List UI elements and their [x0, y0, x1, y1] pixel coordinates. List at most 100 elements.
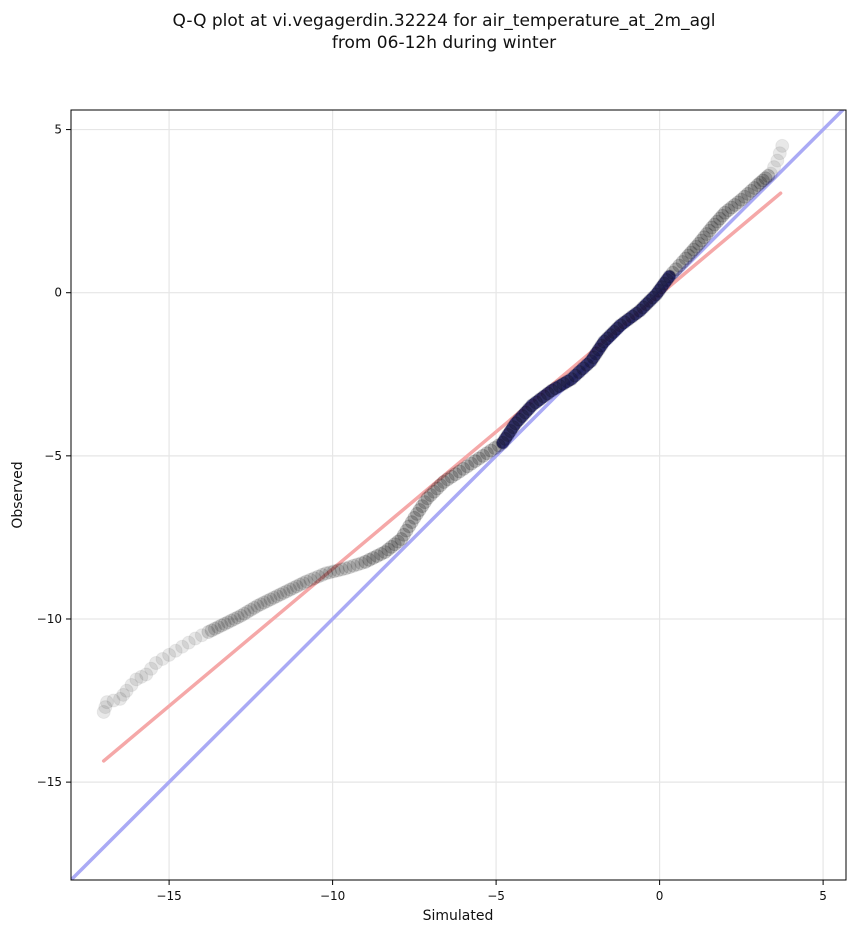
quantile-point — [532, 392, 547, 407]
quantile-point — [697, 230, 712, 245]
quantile-point — [194, 628, 209, 643]
quantile-point — [684, 245, 698, 260]
quantile-point — [214, 618, 229, 633]
quantile-point — [767, 160, 782, 175]
quantile-point — [440, 472, 455, 487]
quantile-point — [384, 539, 399, 554]
quantile-point — [230, 610, 245, 625]
quantile-point — [426, 484, 441, 499]
quantile-point — [113, 691, 128, 706]
quantile-point — [322, 565, 337, 580]
quantile-point — [409, 506, 424, 521]
quantile-point — [296, 576, 311, 591]
quantile-point — [299, 574, 314, 589]
quantile-point — [487, 441, 502, 456]
quantile-point — [119, 683, 134, 698]
quantile-point — [464, 456, 479, 471]
quantile-point — [260, 594, 275, 609]
quantile-point — [583, 354, 598, 369]
quantile-point — [529, 395, 543, 410]
quantile-point — [642, 293, 657, 308]
quantile-point — [292, 577, 307, 592]
quantile-point — [217, 616, 232, 631]
quantile-point — [279, 584, 294, 599]
quantile-point — [689, 239, 704, 254]
grid-lines — [71, 110, 846, 880]
x-tick-label: −15 — [156, 889, 181, 903]
quantile-point — [737, 189, 752, 204]
quantile-point — [240, 604, 255, 619]
quantile-point — [350, 557, 365, 572]
quantile-point — [724, 200, 739, 215]
quantile-point — [412, 503, 427, 518]
quantile-point — [600, 331, 615, 346]
quantile-point — [672, 258, 687, 273]
quantile-point — [381, 542, 396, 557]
quantile-point — [613, 318, 628, 333]
quantile-point — [263, 592, 278, 607]
y-tick-label: 0 — [54, 286, 62, 300]
quantile-point — [727, 197, 742, 212]
quantile-point — [710, 214, 725, 229]
x-tick-label: −10 — [320, 889, 345, 903]
x-tick-label: −5 — [487, 889, 505, 903]
quantile-point — [636, 300, 651, 315]
chart-subtitle: from 06-12h during winter — [332, 33, 556, 53]
quantile-point — [204, 623, 219, 638]
y-axis-label: Observed — [10, 461, 26, 528]
quantile-point — [303, 572, 318, 587]
quantile-point — [750, 178, 765, 193]
quantile-point — [657, 276, 672, 291]
quantile-point — [311, 569, 326, 584]
quantile-point — [649, 287, 664, 302]
quantile-point — [377, 545, 392, 560]
quantile-point — [712, 211, 727, 226]
quantile-point — [594, 338, 609, 353]
quantile-point — [224, 613, 239, 628]
quantile-point — [770, 153, 785, 168]
quantile-point — [606, 324, 621, 339]
quantile-point — [639, 297, 654, 312]
quantile-point — [699, 226, 714, 241]
quantile-point — [662, 269, 677, 284]
x-axis-label: Simulated — [423, 908, 494, 924]
quantile-point — [525, 398, 540, 413]
quantile-point — [342, 560, 357, 575]
quantile-point — [586, 350, 601, 365]
quantile-point — [207, 621, 222, 636]
quantile-point — [629, 306, 644, 321]
quantile-point — [603, 328, 618, 343]
quantile-point — [721, 203, 736, 218]
quantile-point — [460, 459, 475, 474]
quantile-point — [576, 361, 591, 376]
quantile-point — [134, 669, 149, 684]
quantile-point — [430, 481, 445, 496]
quantile-point — [659, 272, 674, 287]
quantile-point — [319, 566, 334, 581]
quantile-point — [448, 467, 463, 482]
quantile-point — [740, 186, 755, 201]
quantile-point — [702, 223, 717, 238]
quantile-point — [544, 383, 559, 398]
quantile-point — [665, 265, 680, 280]
quantile-point — [162, 647, 177, 662]
quantile-point — [704, 220, 719, 235]
quantile-point — [560, 374, 575, 389]
quantile-point — [552, 379, 567, 394]
quantile-point — [374, 547, 388, 562]
quantile-point — [276, 585, 291, 600]
quantile-point — [548, 381, 563, 396]
quantile-point — [404, 515, 419, 530]
quantile-point — [315, 567, 330, 582]
quantile-point — [366, 550, 381, 565]
quantile-point — [753, 175, 768, 190]
quantile-point — [266, 590, 281, 605]
identity-line — [71, 110, 845, 880]
quantile-point — [116, 687, 131, 702]
quantile-point — [472, 451, 487, 466]
quantile-point — [270, 589, 285, 604]
quantile-point — [289, 579, 304, 594]
quantile-point — [483, 443, 498, 458]
quantile-point — [452, 464, 467, 479]
quantile-point — [250, 598, 265, 613]
